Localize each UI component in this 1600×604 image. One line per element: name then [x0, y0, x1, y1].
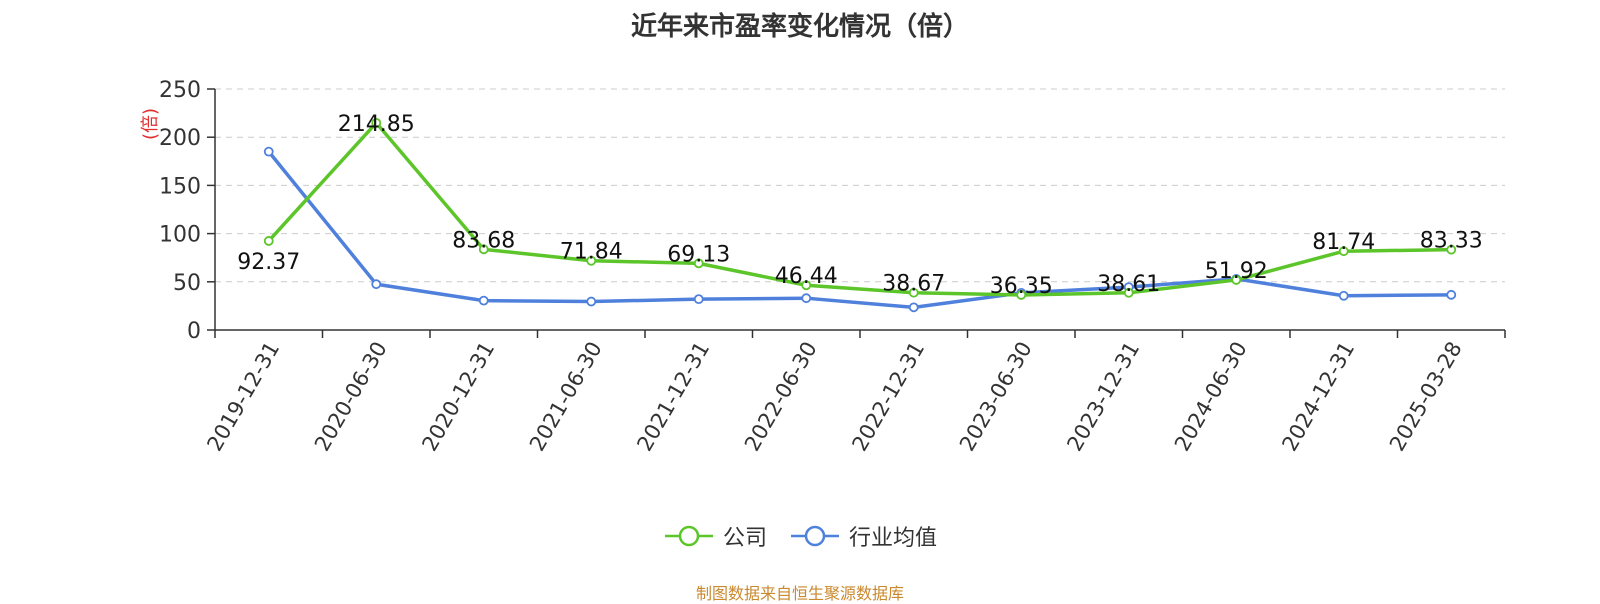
x-tick-label: 2024-06-30	[1170, 338, 1252, 456]
data-point	[371, 117, 382, 128]
data-label: 38.67	[882, 272, 945, 297]
data-point	[586, 255, 597, 266]
data-label: 71.84	[560, 240, 623, 265]
y-tick-label: 0	[187, 319, 201, 344]
x-tick-label: 2024-12-31	[1277, 338, 1359, 456]
data-point	[1338, 290, 1349, 301]
data-point	[1016, 290, 1027, 300]
data-point	[586, 296, 597, 307]
data-label: 36.35	[990, 274, 1053, 299]
data-point	[263, 146, 274, 157]
data-point	[1123, 287, 1134, 298]
y-axis-label: (倍)	[140, 108, 161, 140]
data-label: 214.85	[338, 112, 415, 137]
data-label: 69.13	[667, 242, 730, 267]
legend-item[interactable]: 行业均值	[789, 520, 937, 552]
data-label: 46.44	[775, 264, 838, 289]
data-point	[371, 279, 382, 290]
y-tick-label: 100	[159, 223, 201, 248]
source-note: 制图数据来自恒生聚源数据库	[695, 584, 904, 603]
legend: 公司 行业均值	[0, 520, 1600, 552]
legend-label: 行业均值	[849, 526, 938, 551]
data-label: 51.92	[1205, 259, 1268, 284]
series-line-0	[267, 121, 1452, 297]
data-point	[1338, 246, 1349, 257]
data-point	[478, 244, 489, 255]
legend-swatch	[791, 525, 839, 547]
y-tick-labels: 0 50 100 150 200 250	[159, 78, 201, 344]
data-point	[263, 236, 274, 246]
x-tick-label: 2021-06-30	[525, 338, 607, 456]
y-tick-label: 250	[159, 78, 201, 103]
x-tick-label: 2022-06-30	[740, 338, 822, 456]
data-point	[1231, 275, 1242, 285]
data-label: 38.61	[1097, 272, 1160, 297]
x-tick-label: 2023-12-31	[1062, 338, 1144, 456]
data-point	[478, 295, 489, 306]
data-point	[1446, 244, 1457, 255]
legend-label: 公司	[722, 526, 767, 551]
x-tick-label: 2023-06-30	[955, 338, 1037, 456]
data-point	[693, 258, 704, 269]
series-group	[263, 117, 1457, 313]
line-chart: 0 50 100 150 200 250 2019-12-31 2020-06-30 2020…	[140, 78, 1506, 456]
y-tick-label: 200	[159, 126, 201, 151]
x-tick-label: 2025-03-28	[1385, 338, 1467, 456]
data-point	[801, 280, 812, 291]
x-tick-labels: 2019-12-31 2020-06-30 2020-12-31 2021-06-30…	[202, 338, 1466, 456]
data-point	[693, 294, 704, 305]
x-tick-label: 2020-12-31	[417, 338, 499, 456]
data-label: 81.74	[1312, 230, 1375, 255]
data-point	[908, 287, 919, 298]
y-tick-label: 150	[159, 174, 201, 199]
data-label: 83.68	[452, 228, 515, 253]
x-tick-label: 2022-12-31	[847, 338, 929, 456]
data-point	[1446, 289, 1457, 300]
x-tick-label: 2021-12-31	[632, 338, 714, 456]
data-point	[801, 293, 812, 304]
x-tick-label: 2020-06-30	[310, 338, 392, 456]
data-labels: 92.37 214.85 83.68 71.84 69.13 46.44 38.67 36.3…	[237, 112, 1482, 299]
y-tick-label: 50	[173, 271, 201, 296]
x-tick-label: 2019-12-31	[202, 338, 284, 456]
legend-item[interactable]: 公司	[663, 520, 767, 552]
series-line-1	[267, 150, 1452, 310]
axes	[207, 88, 1506, 338]
legend-swatch	[664, 525, 713, 547]
data-label: 83.33	[1420, 229, 1483, 254]
data-point	[908, 302, 919, 313]
chart-title: 近年来市盈率变化情况（倍）	[630, 12, 969, 42]
data-label: 92.37	[237, 250, 300, 275]
